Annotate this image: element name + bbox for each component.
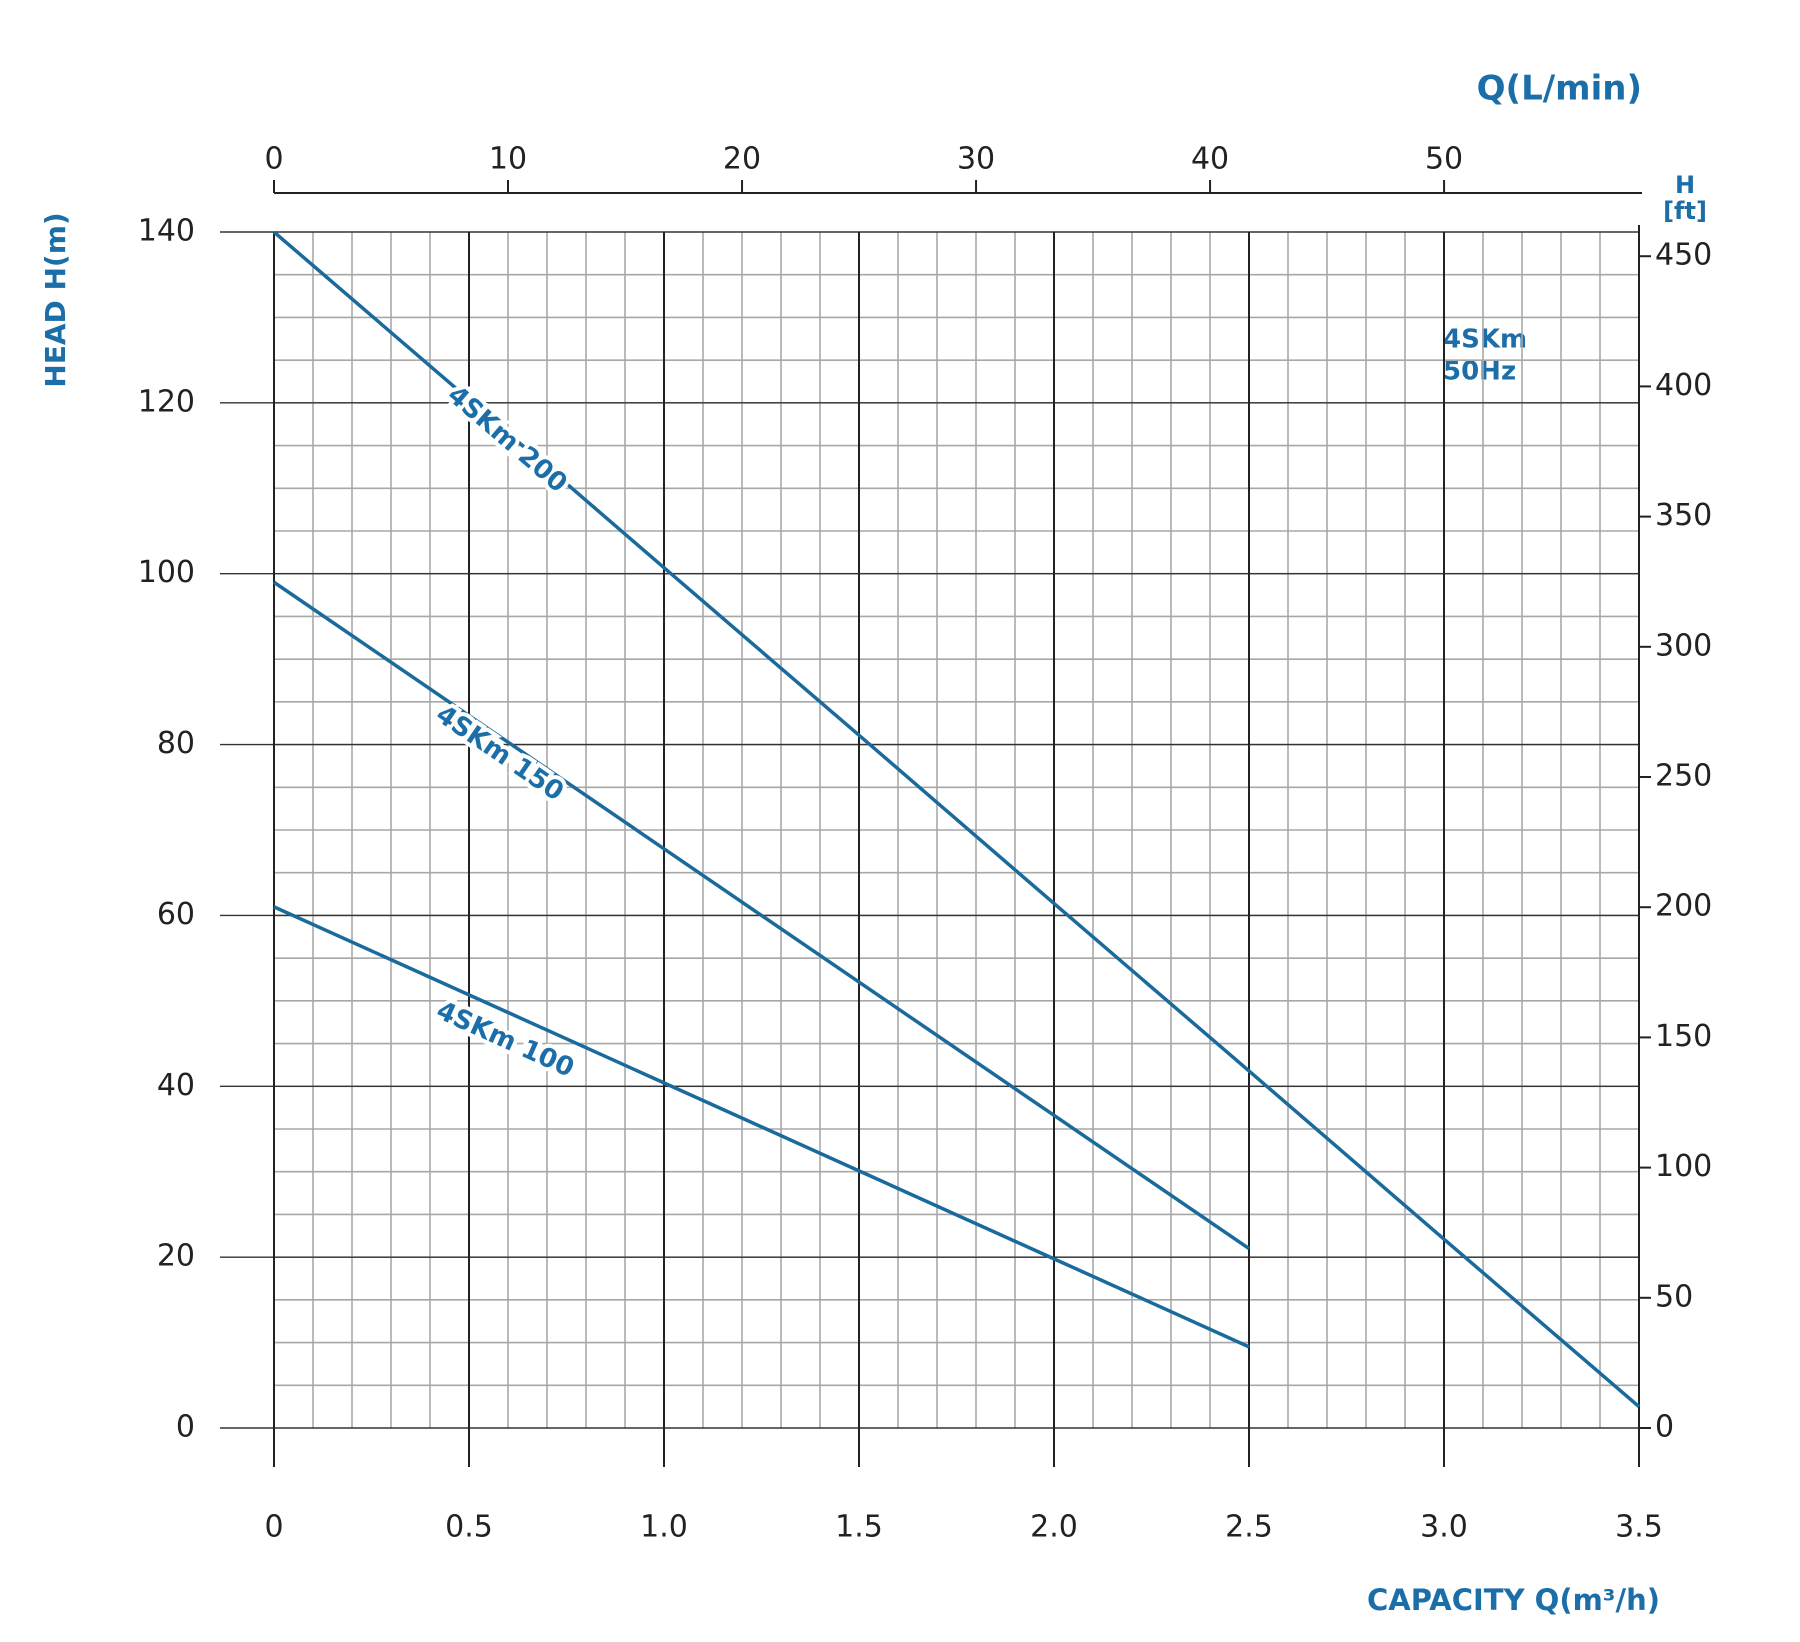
y2-tick-label: 150 <box>1655 1019 1712 1054</box>
x-axis-title: CAPACITY Q(m³/h) <box>1367 1583 1660 1617</box>
x2-axis-title: Q(L/min) <box>1477 69 1642 109</box>
y-tick-label: 0 <box>176 1410 195 1445</box>
y-tick-label: 80 <box>157 726 195 761</box>
x2-tick-label: 0 <box>264 142 283 177</box>
curve <box>273 580 1250 1251</box>
y-tick-label: 20 <box>157 1239 195 1274</box>
series-label: 4SKm 100 <box>432 996 579 1084</box>
x-tick-label: 1.0 <box>640 1510 688 1545</box>
series-label: 4SKm 200 <box>441 380 572 499</box>
y-tick-label: 100 <box>138 555 195 590</box>
y-tick-label: 120 <box>138 384 195 419</box>
series-label: 4SKm 150 <box>430 700 569 808</box>
x2-tick-label: 30 <box>957 142 995 177</box>
y2-axis-title: [ft] <box>1663 197 1707 225</box>
x-tick-label: 2.5 <box>1225 1510 1273 1545</box>
y-tick-label: 60 <box>157 897 195 932</box>
y2-tick-label: 100 <box>1655 1149 1712 1184</box>
y2-tick-label: 350 <box>1655 498 1712 533</box>
y2-tick-label: 250 <box>1655 759 1712 794</box>
y2-tick-label: 300 <box>1655 628 1712 663</box>
y-axis-title: HEAD H(m) <box>39 212 72 387</box>
y2-tick-label: 400 <box>1655 368 1712 403</box>
x-tick-label: 3.0 <box>1420 1510 1468 1545</box>
y2-tick-label: 0 <box>1655 1410 1674 1445</box>
x2-tick-label: 50 <box>1425 142 1463 177</box>
x-tick-label: 1.5 <box>835 1510 883 1545</box>
x2-tick-label: 40 <box>1191 142 1229 177</box>
annotation: 50Hz <box>1443 357 1516 387</box>
x-tick-label: 3.5 <box>1615 1510 1663 1545</box>
y2-axis-title: H <box>1675 171 1695 199</box>
y2-tick-label: 200 <box>1655 889 1712 924</box>
x-tick-label: 0 <box>264 1510 283 1545</box>
x-tick-label: 0.5 <box>445 1510 493 1545</box>
y-tick-label: 140 <box>138 214 195 249</box>
x2-tick-label: 10 <box>489 142 527 177</box>
annotation: 4SKm <box>1443 325 1527 355</box>
y2-tick-label: 50 <box>1655 1279 1693 1314</box>
curve <box>272 230 1641 1408</box>
x-tick-label: 2.0 <box>1030 1510 1078 1545</box>
x2-tick-label: 20 <box>723 142 761 177</box>
y2-tick-label: 450 <box>1655 238 1712 273</box>
curve <box>273 905 1250 1349</box>
y-tick-label: 40 <box>157 1068 195 1103</box>
